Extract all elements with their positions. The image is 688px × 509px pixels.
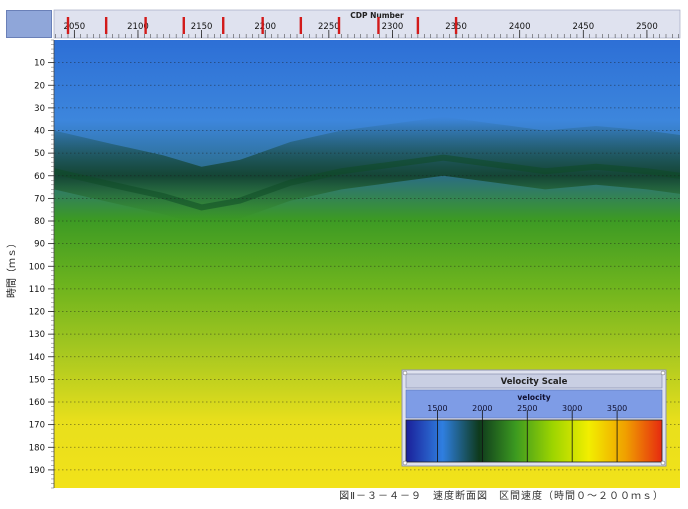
y-tick-label: 20	[34, 81, 45, 91]
axis-corner-box	[6, 10, 52, 38]
cdp-marker	[222, 17, 225, 34]
y-tick-label: 10	[34, 59, 45, 69]
cdp-marker	[454, 17, 458, 34]
legend-tick-label: 2500	[517, 404, 537, 413]
y-tick-label: 60	[34, 172, 45, 182]
legend-corner	[402, 460, 408, 466]
y-tick-label: 90	[34, 240, 45, 250]
figure-caption: 図Ⅱ－３－４－９ 速度断面図 区間速度（時間０～２００ｍｓ）	[339, 491, 664, 502]
y-tick-label: 100	[29, 262, 45, 272]
y-axis-label: 時間（ｍｓ）	[6, 238, 18, 298]
legend-corner	[660, 460, 666, 466]
legend-title: Velocity Scale	[501, 377, 568, 387]
cdp-marker	[104, 17, 108, 34]
x-tick-label: 2150	[191, 22, 213, 32]
y-tick-label: 80	[34, 217, 45, 227]
y-tick-label: 170	[29, 421, 45, 431]
cdp-marker	[416, 17, 420, 34]
legend-axis-area	[405, 389, 663, 419]
x-tick-label: 2500	[636, 22, 658, 32]
y-tick-label: 150	[29, 375, 45, 385]
y-tick-label: 110	[29, 285, 45, 295]
legend-tick-label: 1500	[427, 404, 447, 413]
y-tick-label: 40	[34, 127, 45, 137]
cdp-marker	[144, 17, 147, 34]
y-tick-label: 120	[29, 308, 45, 318]
y-tick-label: 180	[29, 443, 45, 453]
y-tick-label: 160	[29, 398, 45, 408]
x-axis-label: CDP Number	[350, 11, 404, 20]
legend-corner	[660, 370, 666, 376]
y-tick-label: 50	[34, 149, 45, 159]
x-tick-label: 2400	[509, 22, 531, 32]
y-tick-label: 30	[34, 104, 45, 114]
cdp-marker	[182, 17, 185, 34]
legend-color-bar	[405, 419, 663, 463]
legend-corner	[402, 370, 408, 376]
legend-tick-label: 3500	[607, 404, 627, 413]
legend-title-bar	[405, 373, 663, 389]
cdp-marker	[66, 17, 70, 34]
y-axis-panel	[6, 40, 54, 488]
cdp-marker	[299, 17, 303, 34]
legend-tick-label: 2000	[472, 404, 492, 413]
x-tick-label: 2250	[318, 22, 340, 32]
y-tick-label: 140	[29, 353, 45, 363]
x-tick-label: 2300	[382, 22, 404, 32]
y-tick-label: 70	[34, 194, 45, 204]
x-tick-label: 2100	[127, 22, 149, 32]
legend-label: velocity	[517, 393, 550, 402]
cdp-marker	[337, 17, 341, 34]
x-tick-label: 2450	[572, 22, 594, 32]
y-tick-label: 190	[29, 466, 45, 476]
y-tick-label: 130	[29, 330, 45, 340]
cdp-marker	[377, 17, 380, 34]
legend-tick-label: 3000	[562, 404, 582, 413]
x-tick-label: 2050	[64, 22, 86, 32]
x-tick-label: 2200	[254, 22, 276, 32]
trough-line	[54, 154, 680, 211]
cdp-marker	[261, 17, 264, 34]
